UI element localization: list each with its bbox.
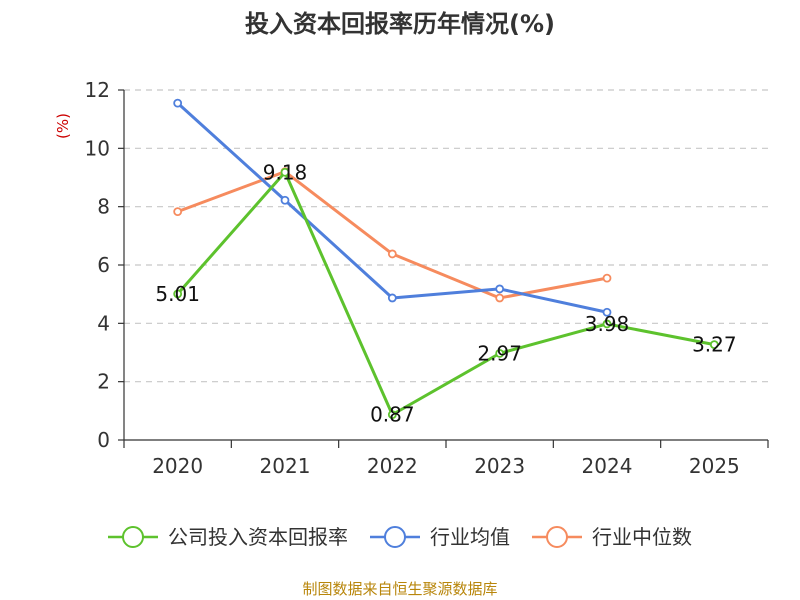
source-note: 制图数据来自恒生聚源数据库 — [302, 580, 497, 598]
legend-marker-1 — [384, 526, 406, 548]
series-line-0 — [176, 170, 715, 417]
legend-item-0[interactable]: 公司投入资本回报率 — [108, 525, 348, 549]
x-tick-label-2025: 2025 — [689, 454, 740, 478]
series-line-2 — [177, 170, 608, 300]
x-tick-label-2023: 2023 — [474, 454, 525, 478]
legend-marker-2 — [546, 526, 568, 548]
x-tick-label-2024: 2024 — [582, 454, 633, 478]
series-0 — [173, 167, 719, 420]
series-line-1 — [176, 102, 608, 314]
point-1-2020[interactable] — [173, 98, 183, 108]
legend-item-1[interactable]: 行业均值 — [370, 525, 510, 549]
legend-label-2: 行业中位数 — [592, 525, 692, 549]
series-1 — [173, 98, 612, 317]
point-1-2022[interactable] — [387, 293, 397, 303]
point-0-2021[interactable] — [280, 167, 290, 177]
grid-lines — [124, 89, 768, 383]
x-tick-label-2021: 2021 — [260, 454, 311, 478]
data-label-2021: 9.18 — [263, 160, 308, 184]
y-axis-label: (%) — [54, 113, 72, 139]
legend-marker-0 — [122, 526, 144, 548]
x-tick-label-2022: 2022 — [367, 454, 418, 478]
data-label-2023: 2.97 — [477, 341, 522, 365]
y-tick-label-6: 6 — [97, 253, 110, 277]
point-1-2021[interactable] — [280, 195, 290, 205]
y-tick-label-0: 0 — [97, 428, 110, 452]
y-tick-label-4: 4 — [97, 311, 110, 335]
point-2-2020[interactable] — [173, 207, 183, 217]
y-tick-label-2: 2 — [97, 370, 110, 394]
point-1-2023[interactable] — [495, 284, 505, 294]
series-lines — [173, 98, 719, 420]
y-tick-label-8: 8 — [97, 195, 110, 219]
point-2-2024[interactable] — [602, 273, 612, 283]
point-2-2023[interactable] — [495, 293, 505, 303]
y-tick-label-10: 10 — [85, 136, 110, 160]
series-2 — [173, 167, 612, 303]
data-label-2024: 3.98 — [585, 312, 630, 336]
point-0-2025[interactable] — [709, 340, 719, 350]
point-2-2022[interactable] — [387, 249, 397, 259]
y-tick-label-12: 12 — [85, 78, 110, 102]
point-1-2024[interactable] — [602, 307, 612, 317]
data-label-2020: 5.01 — [155, 282, 200, 306]
data-labels: 5.01 9.18 0.87 2.97 3.98 3.27 — [155, 160, 736, 426]
data-label-2022: 0.87 — [370, 403, 415, 427]
point-0-2023[interactable] — [495, 348, 505, 358]
x-tick-label-2020: 2020 — [152, 454, 203, 478]
data-label-2025: 3.27 — [692, 333, 737, 357]
point-0-2020[interactable] — [173, 289, 183, 299]
point-0-2022[interactable] — [387, 410, 397, 420]
chart-title: 投入资本回报率历年情况(%) — [245, 10, 555, 38]
legend[interactable]: 公司投入资本回报率 行业均值 行业中位数 — [108, 525, 692, 549]
point-0-2024[interactable] — [602, 319, 612, 329]
axes: 0 2 4 6 8 10 12 2020 2021 2022 2023 2024 2025 — [85, 78, 769, 478]
legend-item-2[interactable]: 行业中位数 — [532, 525, 692, 549]
legend-label-0: 公司投入资本回报率 — [168, 525, 348, 549]
legend-label-1: 行业均值 — [430, 525, 510, 549]
